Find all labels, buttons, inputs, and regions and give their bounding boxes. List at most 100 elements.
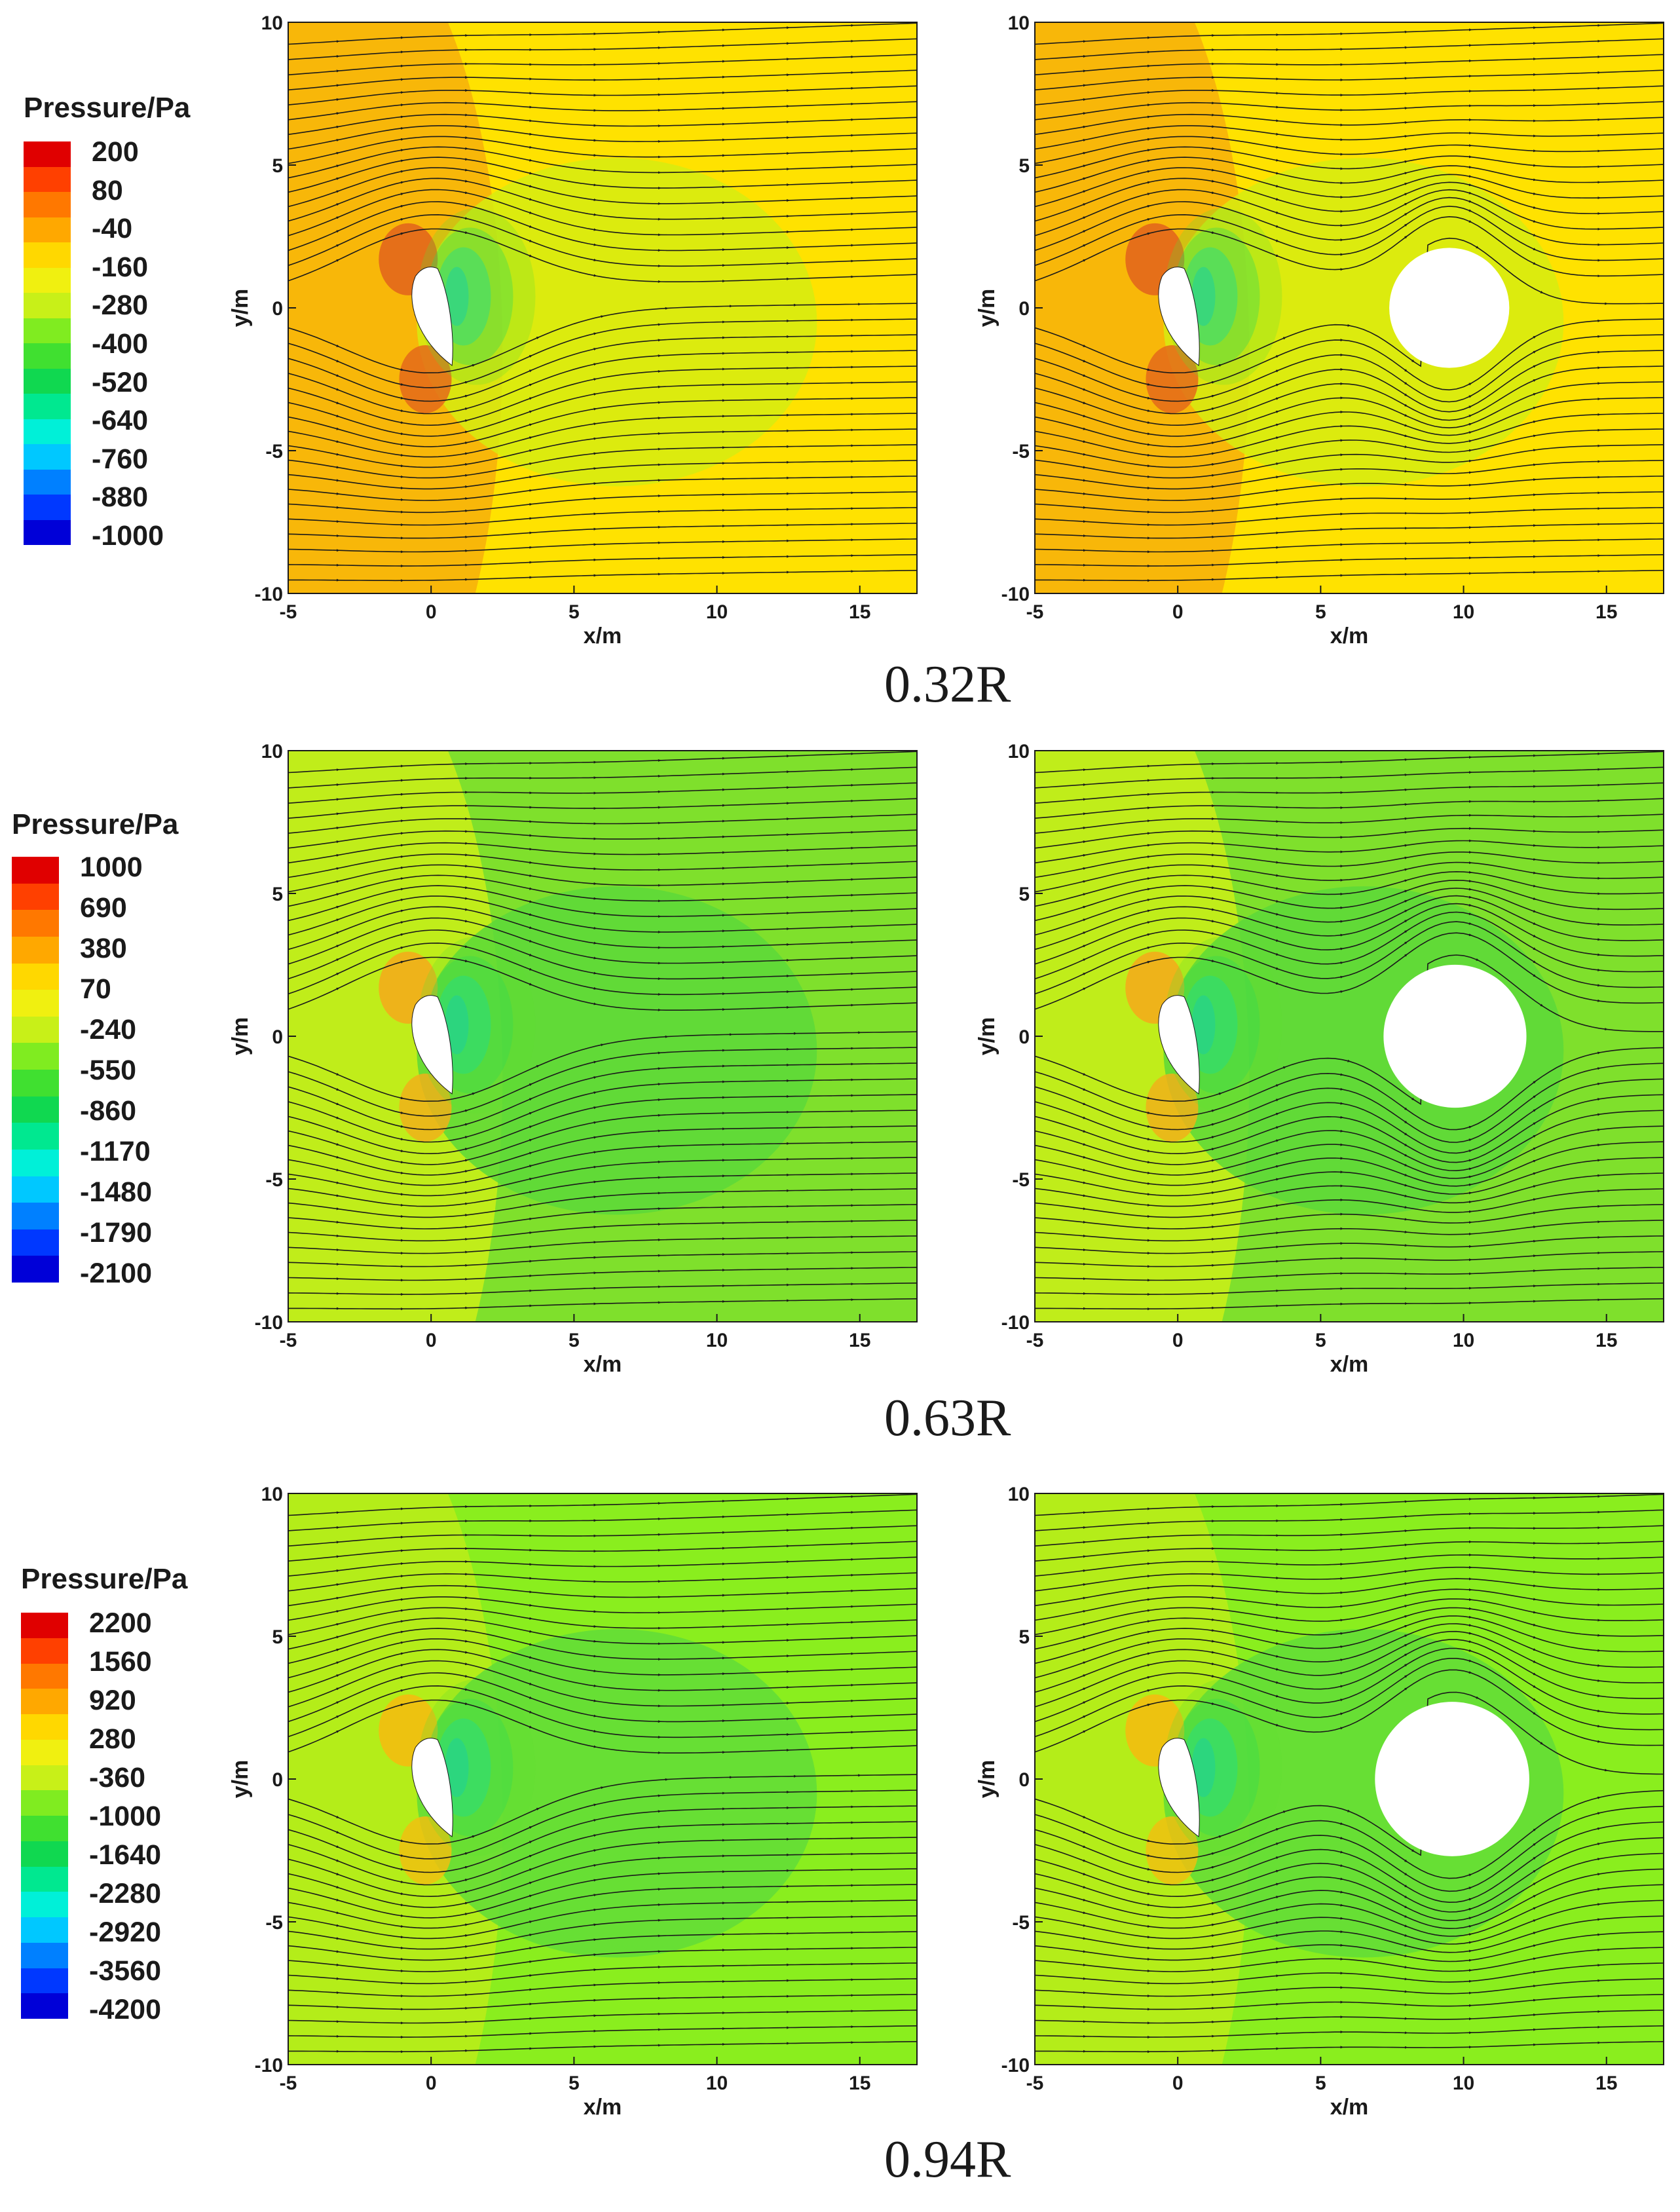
x-tick-label: 15	[1596, 2072, 1617, 2094]
streamline	[288, 554, 917, 567]
streamline	[1035, 954, 1664, 1106]
colorbar-label: -640	[92, 405, 149, 437]
streamline	[288, 1962, 917, 1985]
streamline	[288, 167, 917, 208]
streamline	[288, 366, 917, 426]
y-tick-label: 10	[1008, 741, 1030, 762]
blade-section	[411, 267, 453, 366]
colorbar-swatch	[12, 1016, 59, 1043]
streamline	[1035, 1630, 1664, 1693]
streamline	[288, 1031, 917, 1102]
colorbar-label: -1000	[89, 1801, 161, 1832]
streamlines	[288, 1493, 917, 2053]
y-tick-label: -10	[1001, 2055, 1030, 2076]
x-tick-label: 0	[426, 601, 437, 623]
x-tick-label: 5	[1315, 1330, 1326, 1351]
streamline	[1035, 54, 1664, 75]
y-tick-label: 0	[272, 1026, 283, 1048]
streamline	[1035, 798, 1664, 819]
suction-region	[445, 267, 469, 326]
streamline	[288, 113, 917, 136]
streamline	[288, 381, 917, 437]
streamline	[288, 428, 917, 468]
streamline	[1035, 38, 1664, 60]
colorbar-swatch	[21, 1892, 68, 1917]
streamline	[1035, 827, 1664, 849]
streamline	[288, 1235, 917, 1254]
streamline	[288, 1572, 917, 1592]
pressure-field	[288, 751, 917, 1322]
figure-row-2: Pressure/Pa 1000 690 380 70 -240 -550 -860 -117…	[0, 727, 1680, 1461]
colorbar-swatch	[21, 1689, 68, 1714]
y-axis-label: y/m	[975, 289, 999, 328]
streamline	[288, 1078, 917, 1143]
streamline	[1035, 1852, 1664, 1921]
streamline	[288, 751, 917, 774]
colorbar-swatch	[12, 910, 59, 937]
streamline	[288, 956, 917, 1011]
colorbar-swatch	[21, 1866, 68, 1892]
streamline	[1035, 1541, 1664, 1562]
colorbar-swatch	[12, 1229, 59, 1256]
streamline	[288, 1525, 917, 1547]
streamline	[288, 1821, 917, 1886]
streamline	[1035, 1598, 1664, 1636]
streamline	[288, 1947, 917, 1972]
x-tick-label: -5	[1026, 2072, 1044, 2094]
streamline	[1035, 491, 1664, 514]
streamline	[1035, 888, 1664, 936]
pressure-region-wake	[417, 158, 817, 487]
tower-cylinder	[1375, 1702, 1529, 1856]
colorbar	[21, 1613, 68, 2019]
colorbar-swatch	[24, 444, 71, 470]
streamline	[1035, 476, 1664, 501]
streamline	[288, 874, 917, 907]
streamline	[288, 1251, 917, 1267]
streamline	[288, 178, 917, 222]
x-tick-label: 10	[1453, 2072, 1474, 2094]
y-axis-label: y/m	[228, 289, 253, 328]
streamline	[1035, 507, 1664, 526]
colorbar-swatch	[21, 1968, 68, 1994]
colorbar-label: -400	[92, 328, 149, 360]
figure-row-3: Pressure/Pa 2200 1560 920 280 -360 -1000 -1640…	[0, 1461, 1680, 2212]
streamlines	[1035, 22, 1664, 582]
streamline	[288, 189, 917, 236]
streamlines	[1035, 1493, 1664, 2053]
y-tick-label: 5	[272, 884, 283, 905]
colorbar-label: -550	[80, 1055, 137, 1086]
streamline	[288, 814, 917, 834]
colorbar-swatch	[24, 368, 71, 394]
colorbar-label: -240	[80, 1014, 137, 1045]
pressure-region-wake	[417, 1629, 817, 1958]
blade-section	[1158, 995, 1200, 1095]
streamline	[288, 125, 917, 150]
y-tick-label: 0	[272, 1769, 283, 1791]
streamline	[288, 1047, 917, 1117]
colorbar-swatch	[12, 936, 59, 964]
pressure-region-wake	[417, 886, 817, 1215]
colorbar-label: -1170	[80, 1136, 151, 1167]
colorbar-swatch	[21, 1790, 68, 1816]
streamline	[288, 1900, 917, 1940]
streamline	[1035, 413, 1664, 458]
colorbar-swatch	[12, 1203, 59, 1229]
colorbar-swatch	[21, 1613, 68, 1638]
streamline	[288, 1805, 917, 1873]
streamline	[1035, 350, 1664, 415]
colorbar-swatch	[21, 1993, 68, 2019]
streamline	[1035, 366, 1664, 426]
streamline	[288, 1672, 917, 1723]
colorbar-label: -880	[92, 481, 149, 514]
streamline	[1035, 1125, 1664, 1179]
x-tick-label: 10	[1453, 1330, 1474, 1351]
streamline	[288, 1596, 917, 1621]
colorbar-label: -360	[89, 1762, 146, 1793]
contour-panel-left: -5 0 5 10 15 10 5 0 -5 -10 x/m y/m	[216, 741, 930, 1377]
colorbar-swatch	[12, 1043, 59, 1070]
streamline	[1035, 1566, 1664, 1592]
streamline	[1035, 921, 1664, 995]
x-tick-label: 15	[849, 1330, 870, 1351]
streamline	[288, 864, 917, 893]
streamline	[1035, 1141, 1664, 1187]
